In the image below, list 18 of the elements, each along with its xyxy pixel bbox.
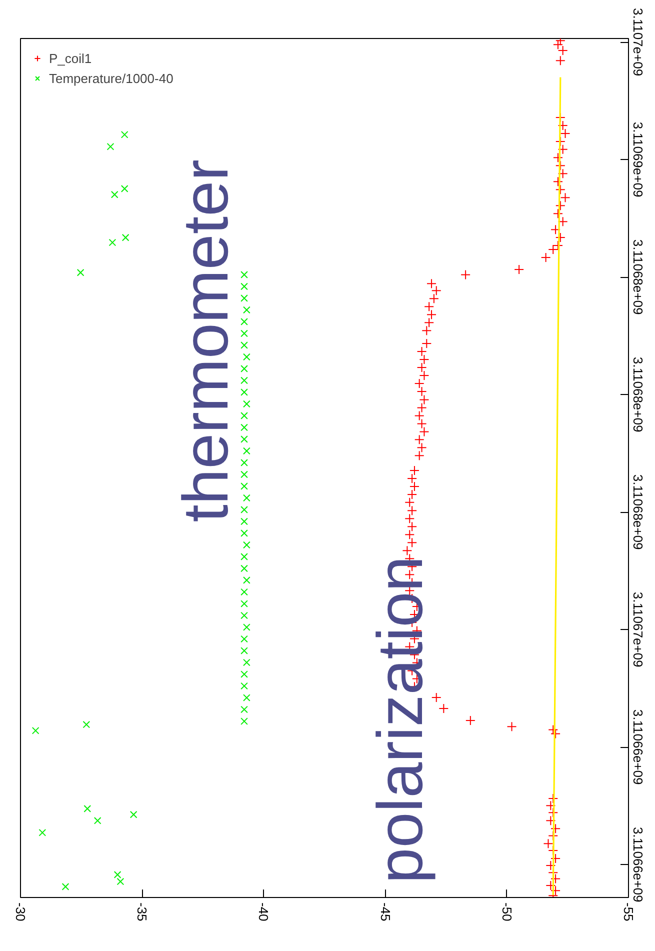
y-tick-label: 3.11067e+09 [630, 592, 646, 668]
y-tick-label: 3.11069e+09 [630, 122, 646, 198]
x-tick-label: -45 [378, 902, 393, 922]
x-tick-label: -50 [499, 902, 514, 922]
annotation: polarization [364, 556, 436, 884]
y-tick-label: 3.11066e+09 [630, 709, 646, 785]
y-tick-label: 3.11068e+09 [630, 239, 646, 315]
x-tick-label: -30 [13, 902, 28, 922]
y-tick-label: 3.1107e+09 [630, 8, 646, 76]
legend-label: P_coil1 [49, 50, 92, 66]
y-tick-label: 3.11066e+09 [630, 826, 646, 902]
y-tick-label: 3.11068e+09 [630, 356, 646, 432]
x-tick-label: -35 [134, 902, 150, 922]
annotation: thermometer [169, 159, 242, 522]
legend-label: Temperature/1000-40 [49, 70, 174, 86]
x-tick-label: -55 [621, 902, 636, 922]
y-tick-label: 3.11068e+09 [630, 474, 646, 550]
x-tick-label: -40 [256, 902, 272, 922]
